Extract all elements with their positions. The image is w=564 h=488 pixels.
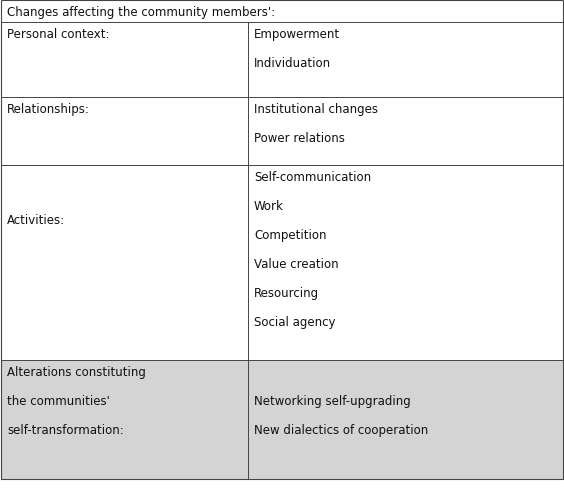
Bar: [1, 360, 563, 479]
Text: Power relations: Power relations: [254, 132, 345, 145]
Text: New dialectics of cooperation: New dialectics of cooperation: [254, 423, 428, 436]
Text: Self-communication: Self-communication: [254, 171, 371, 183]
Text: Networking self-upgrading: Networking self-upgrading: [254, 394, 411, 407]
Text: Work: Work: [254, 200, 284, 213]
Bar: [1, 98, 563, 165]
Bar: [1, 1, 563, 23]
Text: Competition: Competition: [254, 228, 327, 242]
Text: Value creation: Value creation: [254, 258, 338, 270]
Text: Resourcing: Resourcing: [254, 286, 319, 299]
Text: Social agency: Social agency: [254, 315, 336, 328]
Bar: [1, 165, 563, 360]
Text: self-transformation:: self-transformation:: [7, 423, 124, 436]
Text: the communities': the communities': [7, 394, 110, 407]
Text: Activities:: Activities:: [7, 214, 65, 227]
Text: Alterations constituting: Alterations constituting: [7, 365, 146, 378]
Text: Institutional changes: Institutional changes: [254, 103, 378, 116]
Bar: [1, 23, 563, 98]
Text: Relationships:: Relationships:: [7, 103, 90, 116]
Text: Individuation: Individuation: [254, 57, 331, 70]
Text: Changes affecting the community members':: Changes affecting the community members'…: [7, 6, 275, 19]
Text: Personal context:: Personal context:: [7, 28, 109, 41]
Text: Empowerment: Empowerment: [254, 28, 340, 41]
